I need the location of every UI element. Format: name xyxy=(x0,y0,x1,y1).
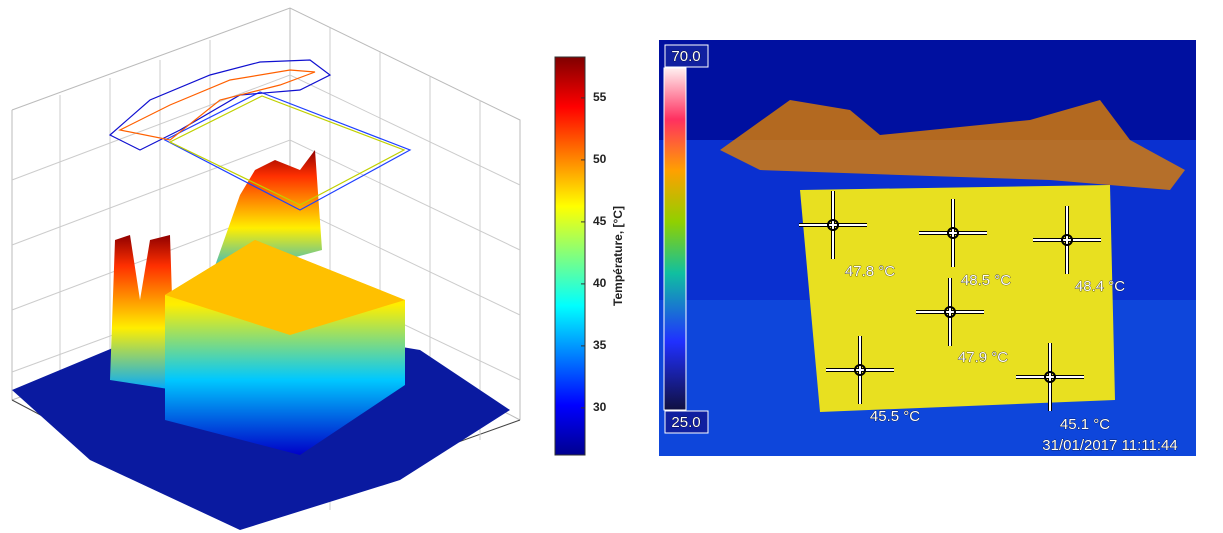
scale-min: 25.0 xyxy=(671,414,700,431)
cross xyxy=(916,278,984,346)
cross-center xyxy=(854,364,866,376)
spot-label: 47.9 °C xyxy=(958,349,1008,366)
cross xyxy=(826,336,894,404)
spot-label: 48.5 °C xyxy=(961,272,1011,289)
surface xyxy=(12,150,510,530)
cross-center xyxy=(1044,371,1056,383)
cross-center xyxy=(944,306,956,318)
spot-label: 45.5 °C xyxy=(870,408,920,425)
cross xyxy=(1033,206,1101,274)
cross-center xyxy=(1061,234,1073,246)
tick-label: 35 xyxy=(593,338,607,352)
spot-label: 45.1 °C xyxy=(1060,416,1110,433)
crosshair xyxy=(916,278,984,346)
tick-label: 40 xyxy=(593,276,607,290)
cross-center xyxy=(947,227,959,239)
thermal-image: 70.0 25.0 31/01/2017 11:11:44 xyxy=(659,40,1196,456)
cross-center xyxy=(827,219,839,231)
tick-label: 45 xyxy=(593,214,607,228)
spots: 47.8 °C 48.5 °C 48.4 °C 47.9 °C 45.5 °C 45.1 … xyxy=(799,191,1126,433)
spot-label: 47.8 °C xyxy=(845,263,895,280)
colorbar-ticks: 30 35 40 45 50 55 xyxy=(581,90,607,414)
cross xyxy=(1016,343,1084,411)
crosshair xyxy=(1033,206,1101,274)
crosshair xyxy=(799,191,867,259)
colorbar xyxy=(554,56,586,456)
timestamp: 31/01/2017 11:11:44 xyxy=(1042,437,1177,454)
scale-max: 70.0 xyxy=(671,48,700,65)
tick-label: 30 xyxy=(593,400,607,414)
contour xyxy=(108,59,412,211)
tick-label: 55 xyxy=(593,90,607,104)
cross xyxy=(799,191,867,259)
tick-label: 50 xyxy=(593,152,607,166)
crosshair xyxy=(1016,343,1084,411)
crosshair xyxy=(919,199,987,267)
colorbar-label: Température, [°C] xyxy=(611,206,625,306)
cross xyxy=(919,199,987,267)
spot-label: 48.4 °C xyxy=(1075,278,1125,295)
crosshair xyxy=(826,336,894,404)
